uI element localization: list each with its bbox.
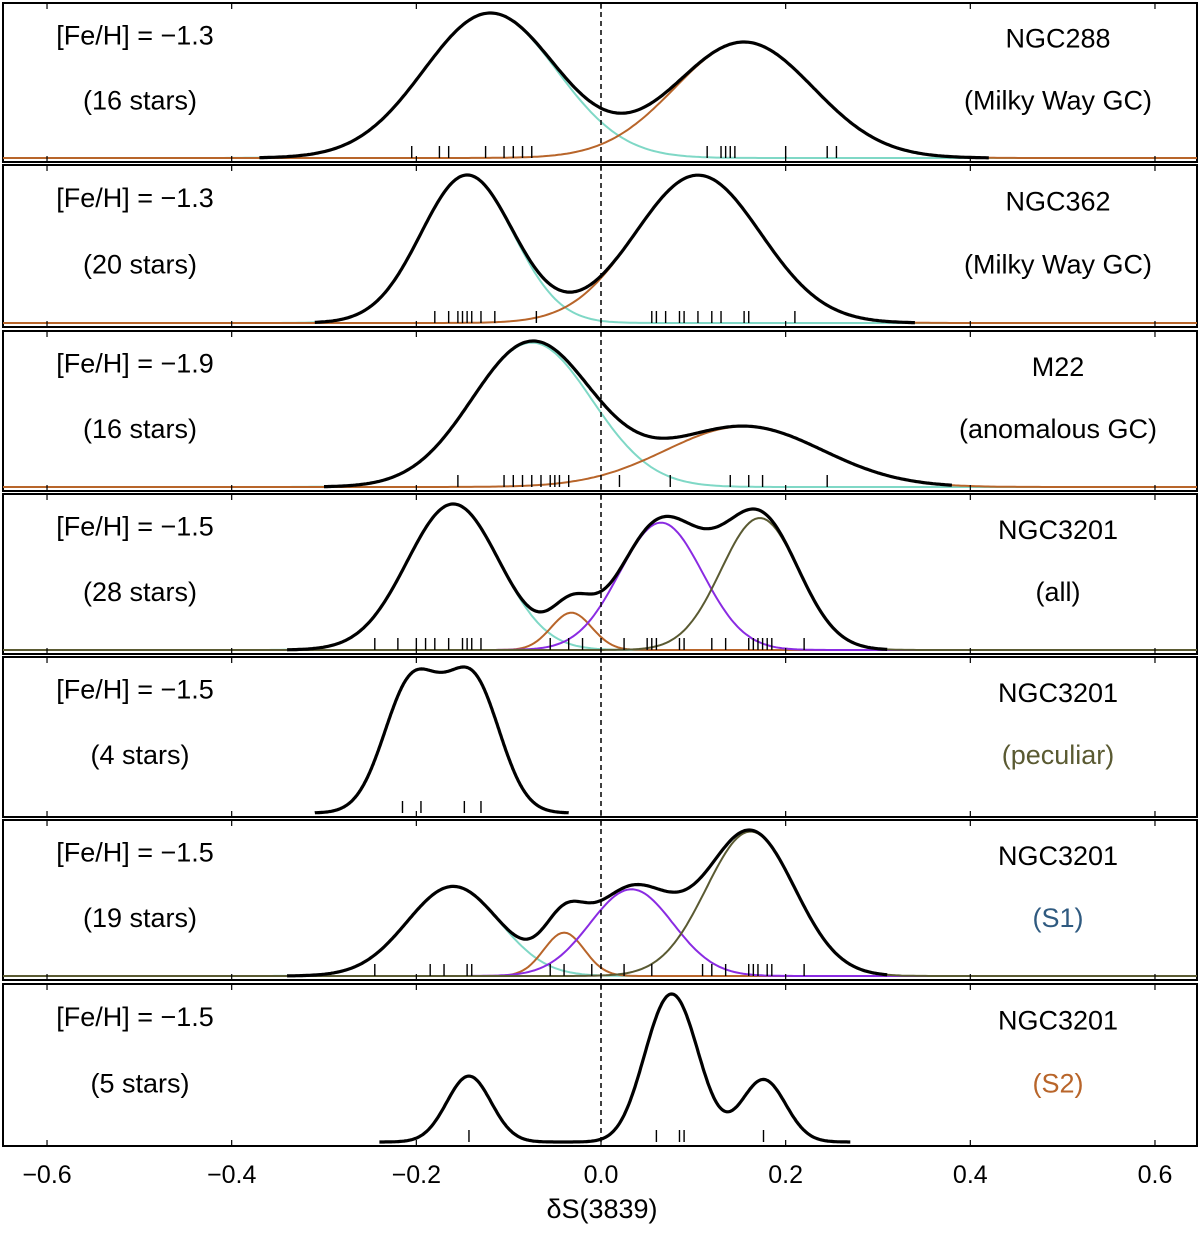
panel-subtitle: (peculiar): [1002, 740, 1115, 770]
x-axis: −0.6 −0.4 −0.2 0.0 0.2 0.4 0.6: [22, 1161, 1172, 1189]
component-curve-2: [3, 425, 1197, 488]
panel-metallicity: [Fe/H] = −1.3: [56, 183, 214, 213]
panel-star-count: (28 stars): [83, 577, 197, 607]
panel-metallicity: [Fe/H] = −1.5: [56, 838, 214, 868]
total-curve: [286, 502, 888, 652]
panel-metallicity: [Fe/H] = −1.5: [56, 675, 214, 705]
panel-subtitle: (Milky Way GC): [964, 250, 1152, 280]
panel-1: [Fe/H] = −1.3 (16 stars) NGC288 (Milky Way …: [2, 2, 1198, 163]
panel-star-count: (19 stars): [83, 903, 197, 933]
panels-layer: [Fe/H] = −1.3 (16 stars) NGC288 (Milky Way …: [2, 2, 1198, 1147]
panel-5: [Fe/H] = −1.5 (4 stars) NGC3201 (peculiar): [2, 656, 1198, 818]
panel-subtitle: (S2): [1032, 1069, 1083, 1099]
panel-7: [Fe/H] = −1.5 (5 stars) NGC3201 (S2): [2, 983, 1198, 1147]
x-tick-label: −0.2: [392, 1161, 441, 1189]
panel-metallicity: [Fe/H] = −1.9: [56, 349, 214, 379]
x-tick-label: 0.0: [584, 1161, 619, 1189]
component-curve-2: [3, 174, 1197, 324]
panel-cluster-name: NGC3201: [998, 515, 1118, 545]
panel-6: [Fe/H] = −1.5 (19 stars) NGC3201 (S1): [2, 819, 1198, 981]
total-curve: [314, 665, 569, 815]
panel-2: [Fe/H] = −1.3 (20 stars) NGC362 (Milky Way …: [2, 164, 1198, 328]
panel-metallicity: [Fe/H] = −1.3: [56, 20, 214, 50]
component-curve-2: [3, 41, 1197, 159]
panel-subtitle: (all): [1036, 577, 1081, 607]
x-tick-label: −0.4: [207, 1161, 256, 1189]
total-curve: [324, 339, 952, 489]
total-curve: [314, 173, 915, 325]
x-axis-label: δS(3839): [546, 1194, 657, 1224]
component-curve-4: [3, 830, 1197, 977]
x-tick-label: −0.6: [22, 1161, 71, 1189]
panel-frame: [2, 656, 1198, 818]
panel-4: [Fe/H] = −1.5 (28 stars) NGC3201 (all): [2, 493, 1198, 655]
panel-cluster-name: NGC3201: [998, 1005, 1118, 1035]
panel-star-count: (16 stars): [83, 86, 197, 116]
panel-cluster-name: NGC3201: [998, 678, 1118, 708]
panel-frame: [2, 164, 1198, 328]
x-tick-label: 0.2: [768, 1161, 803, 1189]
panel-frame: [2, 2, 1198, 163]
total-curve: [286, 828, 888, 978]
x-tick-label: 0.6: [1138, 1161, 1173, 1189]
panel-subtitle: (S1): [1032, 903, 1083, 933]
component-curve-4: [3, 517, 1197, 651]
panel-metallicity: [Fe/H] = −1.5: [56, 1002, 214, 1032]
panel-3: [Fe/H] = −1.9 (16 stars) M22 (anomalous GC): [2, 330, 1198, 492]
panel-star-count: (4 stars): [90, 740, 189, 770]
panel-cluster-name: NGC3201: [998, 841, 1118, 871]
panel-star-count: (16 stars): [83, 414, 197, 444]
total-curve: [259, 11, 989, 160]
panel-star-count: (5 stars): [90, 1069, 189, 1099]
panel-cluster-name: NGC288: [1005, 24, 1110, 54]
panel-metallicity: [Fe/H] = −1.5: [56, 512, 214, 542]
panel-frame: [2, 493, 1198, 655]
panel-cluster-name: M22: [1032, 352, 1085, 382]
panel-frame: [2, 983, 1198, 1147]
panel-star-count: (20 stars): [83, 250, 197, 280]
panel-subtitle: (Milky Way GC): [964, 86, 1152, 116]
panel-subtitle: (anomalous GC): [959, 414, 1157, 444]
panel-cluster-name: NGC362: [1005, 186, 1110, 216]
total-curve: [379, 992, 851, 1144]
x-tick-label: 0.4: [953, 1161, 988, 1189]
